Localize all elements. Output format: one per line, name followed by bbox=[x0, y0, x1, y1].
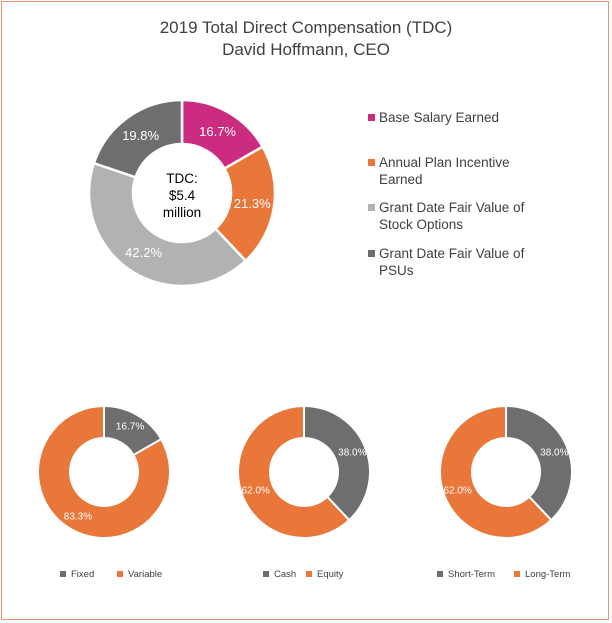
mini-legend-item-equity: Equity bbox=[306, 569, 343, 580]
legend-swatch-base-salary bbox=[368, 114, 375, 121]
legend-item-annual-plan: Annual Plan Incentive Earned bbox=[368, 154, 558, 188]
mini-legend-item-long-term: Long-Term bbox=[514, 569, 570, 580]
donut-1-label-psus: 19.8% bbox=[122, 128, 159, 143]
donut-2-label-fixed: 16.7% bbox=[116, 421, 144, 432]
donut-4-label-long-term: 62.0% bbox=[443, 486, 471, 497]
donut-1-slice-stock-options bbox=[87, 161, 248, 288]
center-label-line3: million bbox=[162, 205, 202, 220]
donut-4-label-short-term: 38.0% bbox=[540, 447, 568, 458]
legend-swatch-annual-plan bbox=[368, 159, 375, 166]
mini-label-fixed: Fixed bbox=[71, 569, 95, 580]
donut-4-slice-long-term bbox=[439, 404, 553, 539]
legend-item-psus: Grant Date Fair Value of PSUs bbox=[368, 245, 558, 279]
mini-swatch-long-term bbox=[514, 571, 520, 577]
legend-swatch-psus bbox=[368, 250, 375, 257]
legend-item-stock-options: Grant Date Fair Value of Stock Options bbox=[368, 199, 558, 233]
donut-2-slice-variable bbox=[37, 404, 171, 539]
center-label-line1: TDC: bbox=[166, 171, 198, 186]
legend-label-base-salary-1: Base Salary Earned bbox=[379, 110, 500, 125]
legend-label-psus-2: PSUs bbox=[379, 263, 414, 278]
legend-label-psus-1: Grant Date Fair Value of bbox=[379, 246, 525, 261]
donut-3-slice-equity bbox=[237, 404, 351, 539]
mini-label-cash: Cash bbox=[274, 569, 297, 580]
mini-swatch-short-term bbox=[437, 571, 443, 577]
mini-legend-item-variable: Variable bbox=[117, 569, 162, 580]
legend-label-stock-options-2: Stock Options bbox=[379, 217, 464, 232]
legend-item-base-salary: Base Salary Earned bbox=[368, 109, 558, 126]
donut-1-label-base-salary: 16.7% bbox=[199, 124, 236, 139]
mini-legend-item-cash: Cash bbox=[263, 569, 296, 580]
chart-subtitle: David Hoffmann, CEO bbox=[222, 40, 390, 59]
mini-swatch-cash bbox=[263, 571, 269, 577]
legend-label-annual-plan-1: Annual Plan Incentive bbox=[379, 155, 510, 170]
mini-swatch-variable bbox=[117, 571, 123, 577]
mini-legend-item-short-term: Short-Term bbox=[437, 569, 495, 580]
donut-3-slice-cash bbox=[303, 404, 371, 522]
donut-4-slice-short-term bbox=[505, 404, 573, 522]
legend-label-annual-plan-2: Earned bbox=[379, 172, 423, 187]
mini-label-short-term: Short-Term bbox=[448, 569, 495, 580]
donut-1-slice-psus bbox=[92, 98, 184, 179]
donut-1-label-stock-options: 42.2% bbox=[125, 245, 162, 260]
chart-title: 2019 Total Direct Compensation (TDC) bbox=[159, 18, 453, 37]
donut-3-label-equity: 62.0% bbox=[241, 486, 269, 497]
mini-label-long-term: Long-Term bbox=[525, 569, 571, 580]
mini-label-equity: Equity bbox=[317, 569, 344, 580]
mini-swatch-equity bbox=[306, 571, 312, 577]
legend-label-stock-options-1: Grant Date Fair Value of bbox=[379, 200, 525, 215]
center-label-line2: $5.4 bbox=[168, 188, 196, 203]
mini-label-variable: Variable bbox=[128, 569, 163, 580]
donut-2-label-variable: 83.3% bbox=[64, 512, 92, 523]
mini-swatch-fixed bbox=[60, 571, 66, 577]
donut-1-label-annual-plan: 21.3% bbox=[234, 196, 271, 211]
mini-legend-item-fixed: Fixed bbox=[60, 569, 94, 580]
donut-3-label-cash: 38.0% bbox=[338, 447, 366, 458]
legend-swatch-stock-options bbox=[368, 204, 375, 211]
